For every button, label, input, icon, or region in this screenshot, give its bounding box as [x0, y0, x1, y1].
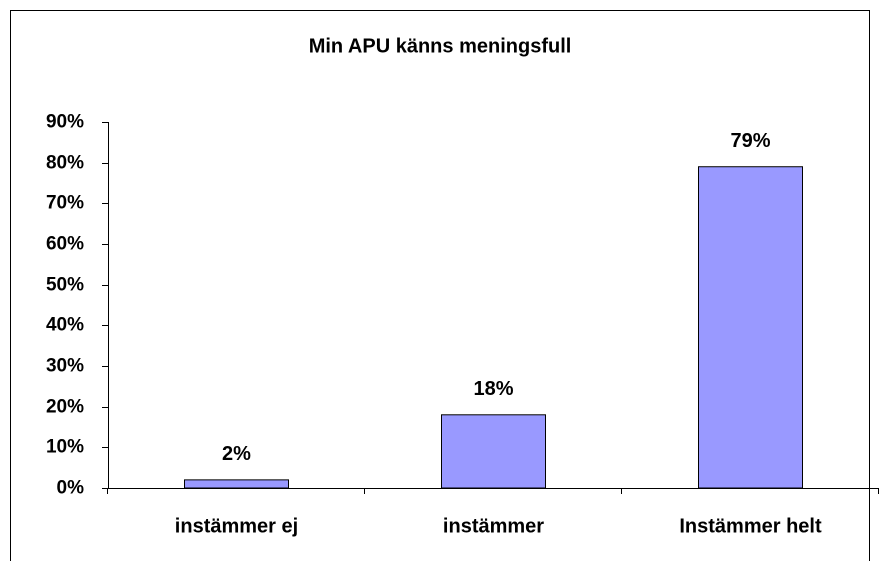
- x-tick-label: instämmer: [443, 515, 544, 537]
- y-tick-label: 20%: [46, 397, 84, 418]
- bar: [698, 166, 803, 489]
- value-label: 18%: [473, 378, 513, 400]
- y-tick-label: 80%: [46, 153, 84, 174]
- y-tick-label: 10%: [46, 437, 84, 458]
- bar: [441, 414, 546, 489]
- y-tick-label: 60%: [46, 234, 84, 255]
- x-tick-label: instämmer ej: [175, 515, 298, 537]
- y-tick-label: 50%: [46, 275, 84, 296]
- bar: [184, 479, 289, 489]
- y-tick-label: 0%: [57, 478, 85, 499]
- y-tick-label: 40%: [46, 315, 84, 336]
- value-label: 79%: [730, 130, 770, 152]
- y-tick-label: 70%: [46, 193, 84, 214]
- x-tick-label: Instämmer helt: [679, 515, 822, 537]
- y-tick-label: 90%: [46, 112, 84, 133]
- value-label: 2%: [222, 443, 251, 465]
- y-tick-label: 30%: [46, 356, 84, 377]
- chart-frame: [10, 10, 870, 561]
- chart-title: Min APU känns meningsfull: [309, 35, 572, 57]
